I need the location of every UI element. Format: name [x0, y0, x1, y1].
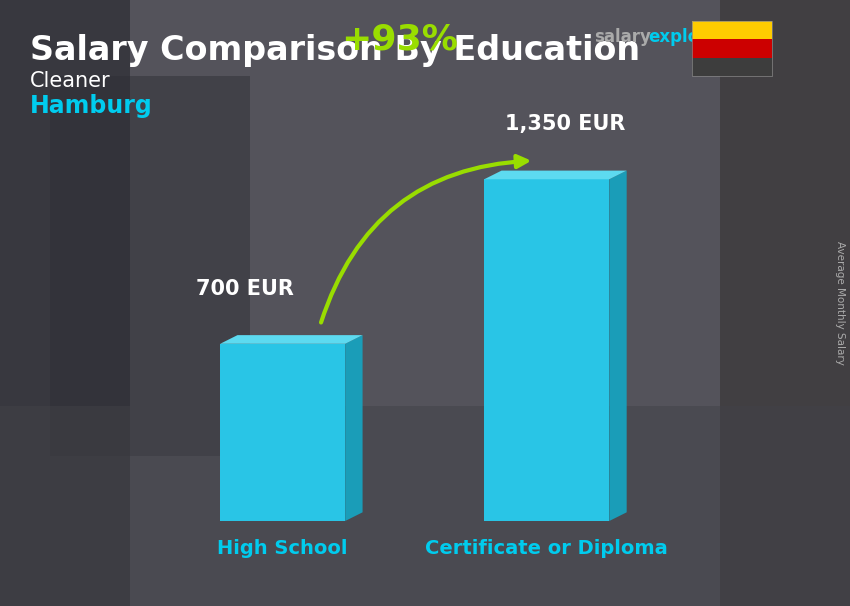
Text: 700 EUR: 700 EUR [196, 279, 294, 299]
Bar [692, 21, 772, 39]
Text: 1,350 EUR: 1,350 EUR [506, 115, 626, 135]
Text: High School: High School [218, 539, 348, 558]
Bar [0, 0, 130, 606]
Bar [720, 0, 850, 606]
Text: explorer.com: explorer.com [648, 28, 770, 46]
Polygon shape [484, 171, 626, 179]
Text: Certificate or Diploma: Certificate or Diploma [425, 539, 668, 558]
Text: Cleaner: Cleaner [30, 71, 110, 91]
Text: +93%: +93% [341, 22, 458, 56]
Polygon shape [220, 335, 363, 344]
Bar [0, 406, 850, 606]
Text: Hamburg: Hamburg [30, 94, 153, 118]
Bar [692, 58, 772, 76]
Polygon shape [345, 335, 363, 521]
Text: salary: salary [594, 28, 651, 46]
Bar [692, 39, 772, 58]
Bar [130, 0, 720, 606]
Text: Salary Comparison By Education: Salary Comparison By Education [30, 34, 640, 67]
Bar [50, 76, 250, 456]
Bar [692, 21, 772, 76]
Polygon shape [220, 344, 345, 521]
Polygon shape [484, 179, 609, 521]
Polygon shape [609, 171, 626, 521]
Text: Average Monthly Salary: Average Monthly Salary [835, 241, 845, 365]
